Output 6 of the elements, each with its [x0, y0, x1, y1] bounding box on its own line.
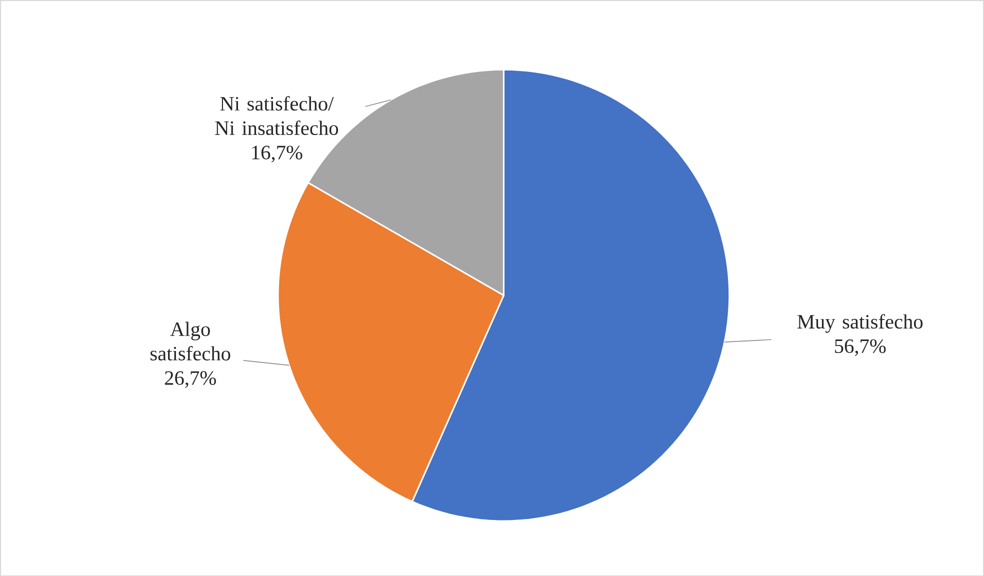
slice-label: Algo satisfecho	[150, 322, 230, 360]
data-label: 56,7%	[835, 339, 886, 356]
data-label: 26,7%	[164, 371, 216, 388]
data-label: 16,7%	[252, 146, 302, 162]
slice-label: Ni satisfecho/ Ni insatisfecho	[215, 96, 338, 135]
slice-label: Muy satisfecho	[797, 314, 923, 333]
